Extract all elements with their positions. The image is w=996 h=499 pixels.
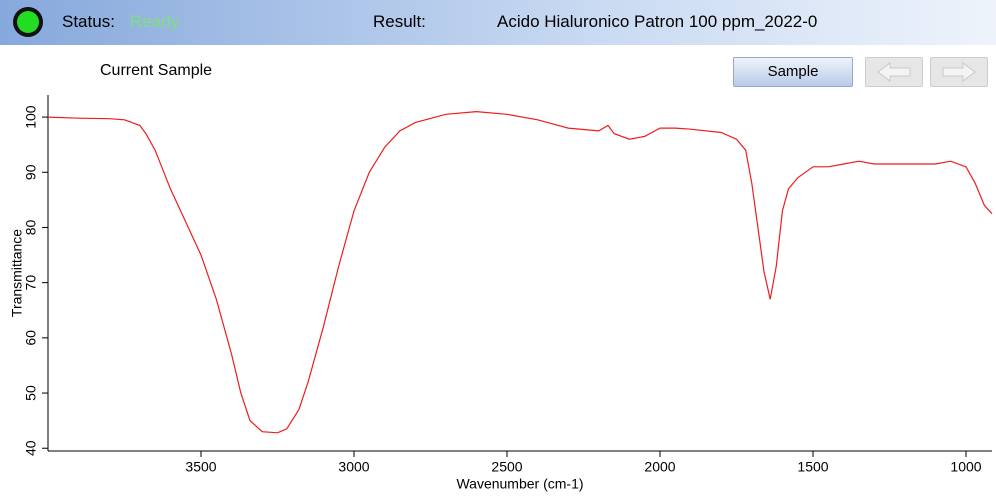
result-label: Result: (373, 12, 426, 31)
result-value: Acido Hialuronico Patron 100 ppm_2022-0 (497, 12, 818, 31)
status-light (13, 7, 43, 37)
prev-button[interactable] (865, 57, 923, 87)
y-tick-label: 100 (23, 105, 39, 129)
status-bar: Status: Ready Result: Acido Hialuronico … (0, 0, 996, 45)
arrow-right (942, 62, 976, 82)
x-tick-label: 1500 (797, 459, 828, 475)
x-tick-label: 2500 (491, 459, 522, 475)
y-axis-label: Transmittance (9, 229, 25, 317)
x-axis-label: Wavenumber (cm-1) (456, 476, 583, 492)
status-value: Ready (130, 12, 180, 31)
x-tick-label: 1000 (950, 459, 981, 475)
y-tick-label: 60 (23, 330, 39, 346)
x-tick-label: 2000 (644, 459, 675, 475)
status-label: Status: (62, 12, 115, 31)
y-tick-label: 50 (23, 385, 39, 401)
x-tick-label: 3000 (338, 459, 369, 475)
sample-label: Current Sample (100, 62, 213, 79)
next-button[interactable] (930, 57, 988, 87)
sample-button[interactable]: Sample (733, 57, 853, 87)
arrow-left (877, 62, 911, 82)
y-tick-label: 70 (23, 275, 39, 291)
x-tick-label: 3500 (185, 459, 216, 475)
spectrum-line (47, 110, 993, 434)
y-tick-label: 40 (23, 440, 39, 456)
y-tick-label: 90 (23, 164, 39, 180)
y-tick-label: 80 (23, 219, 39, 235)
